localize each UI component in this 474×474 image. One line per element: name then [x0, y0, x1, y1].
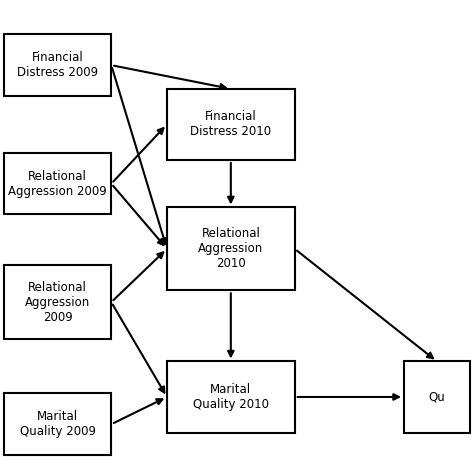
Bar [167, 361, 295, 432]
Bar [167, 89, 295, 160]
Bar [4, 393, 111, 455]
Text: Marital
Quality 2009: Marital Quality 2009 [20, 410, 96, 438]
Text: Marital
Quality 2010: Marital Quality 2010 [193, 383, 269, 411]
Text: Financial
Distress 2010: Financial Distress 2010 [190, 110, 272, 138]
Bar [167, 208, 295, 290]
Text: Financial
Distress 2009: Financial Distress 2009 [17, 51, 98, 79]
Bar [4, 34, 111, 96]
Bar [4, 265, 111, 339]
Bar [404, 361, 470, 432]
Text: Relational
Aggression
2010: Relational Aggression 2010 [198, 228, 264, 270]
Bar [4, 153, 111, 214]
Text: Relational
Aggression
2009: Relational Aggression 2009 [25, 281, 91, 324]
Text: Qu: Qu [428, 391, 445, 403]
Text: Relational
Aggression 2009: Relational Aggression 2009 [9, 170, 107, 198]
